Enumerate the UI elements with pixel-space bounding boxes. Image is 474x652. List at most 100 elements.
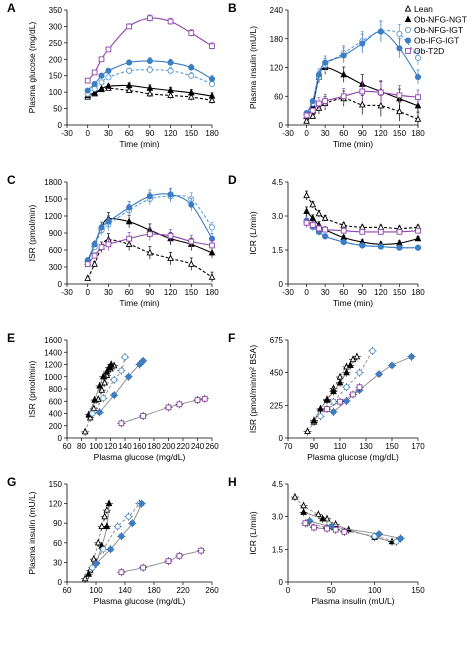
y-axis-label: ISR (pmol/min) xyxy=(27,361,37,418)
data-point xyxy=(98,79,105,86)
y-axis-label: ISR (pmol/min) xyxy=(27,205,37,262)
y-axis-label: Plasma glucose (mg/dL) xyxy=(27,22,37,114)
x-tick-label: 60 xyxy=(339,288,348,297)
data-point xyxy=(105,74,112,81)
data-point xyxy=(369,347,376,354)
data-point xyxy=(303,207,310,215)
data-point xyxy=(136,361,143,368)
data-point xyxy=(319,514,326,522)
y-tick-label: 0 xyxy=(279,121,284,130)
x-tick-label: -30 xyxy=(61,129,73,138)
series-ob-t2d xyxy=(303,217,421,235)
data-point xyxy=(396,92,403,99)
data-point xyxy=(100,395,107,402)
data-point xyxy=(323,396,331,403)
data-point xyxy=(309,214,317,221)
data-point xyxy=(337,398,343,405)
x-tick-label: 180 xyxy=(205,288,219,297)
x-tick-label: 120 xyxy=(374,288,388,297)
panel-label: G xyxy=(7,475,16,489)
series-ob-t2d xyxy=(84,14,215,84)
data-point xyxy=(125,81,133,89)
data-point xyxy=(129,520,136,527)
data-point xyxy=(107,360,115,368)
y-tick-label: 1400 xyxy=(44,348,62,357)
data-point xyxy=(304,427,311,435)
data-point xyxy=(358,100,366,108)
y-tick-label: 150 xyxy=(49,480,63,489)
data-point xyxy=(140,357,147,364)
series-ob-t2d xyxy=(301,519,349,536)
panel-label: H xyxy=(228,475,237,489)
data-point xyxy=(396,244,403,251)
y-tick-label: 900 xyxy=(49,229,63,238)
y-tick-label: 0 xyxy=(58,434,63,443)
legend-label: Ob-NFG-NGT xyxy=(414,15,467,25)
data-point xyxy=(309,112,317,119)
data-point xyxy=(167,91,174,98)
x-tick-label: 100 xyxy=(89,442,103,451)
data-point xyxy=(322,59,329,66)
data-point xyxy=(101,512,109,520)
y-tick-label: 120 xyxy=(270,64,284,73)
x-tick-label: 140 xyxy=(118,442,132,451)
data-point xyxy=(330,398,337,405)
y-tick-label: 0 xyxy=(58,578,63,587)
data-point xyxy=(89,410,96,417)
x-tick-label: 140 xyxy=(118,586,132,595)
x-axis-label: Time (min) xyxy=(119,139,159,149)
data-point xyxy=(324,406,330,412)
x-tick-label: 60 xyxy=(339,129,348,138)
panel-f: F 0 225 450 675 70 90 110 130 150 170 Plasma glucos… xyxy=(228,331,425,462)
series-line xyxy=(87,87,213,101)
data-point xyxy=(91,88,98,96)
data-point xyxy=(321,214,329,221)
data-point xyxy=(146,248,154,256)
data-point xyxy=(121,354,129,361)
x-tick-label: 150 xyxy=(385,442,399,451)
panel-label: C xyxy=(7,173,16,187)
y-tick-label: 60 xyxy=(274,92,283,101)
y-tick-label: 350 xyxy=(49,6,63,15)
series-ob-t2d xyxy=(84,227,215,268)
x-tick-label: 120 xyxy=(164,288,178,297)
x-axis-label: Plasma insulin (mU/L) xyxy=(311,596,394,606)
legend-label: Ob-T2D xyxy=(414,46,444,56)
data-point xyxy=(414,54,422,61)
data-point xyxy=(146,57,153,64)
data-point xyxy=(167,86,174,94)
y-tick-label: 450 xyxy=(270,369,284,378)
data-point xyxy=(324,525,330,532)
data-point xyxy=(167,191,174,198)
panel-label: B xyxy=(228,1,237,15)
x-tick-label: 30 xyxy=(104,288,113,297)
x-tick-label: 170 xyxy=(411,442,425,451)
data-point xyxy=(187,88,195,96)
x-tick-label: 240 xyxy=(191,442,205,451)
data-point xyxy=(105,67,112,74)
series-ob-nfg-ngt xyxy=(310,361,355,425)
x-tick-label: 150 xyxy=(185,288,199,297)
data-point xyxy=(330,408,337,415)
series-ob-nfg-ngt xyxy=(84,499,114,579)
data-point xyxy=(315,510,322,518)
series-line xyxy=(306,195,419,230)
y-tick-label: 60 xyxy=(53,539,62,548)
data-point xyxy=(350,391,356,398)
y-tick-label: 1200 xyxy=(44,212,62,221)
data-point xyxy=(146,66,153,73)
y-tick-label: 1800 xyxy=(44,178,62,187)
panel-g: G 0 30 60 90 120 150 60 100 140 180 220 260 Plasma gl… xyxy=(7,475,219,606)
data-point xyxy=(85,570,93,577)
data-point xyxy=(208,224,216,231)
data-point xyxy=(91,80,98,87)
data-point xyxy=(315,71,323,78)
x-tick-label: 180 xyxy=(411,129,425,138)
data-point xyxy=(375,531,383,538)
y-tick-label: 675 xyxy=(270,336,284,345)
data-point xyxy=(125,513,132,520)
panel-label: D xyxy=(228,173,237,187)
data-point xyxy=(303,219,310,226)
data-point xyxy=(84,87,91,94)
